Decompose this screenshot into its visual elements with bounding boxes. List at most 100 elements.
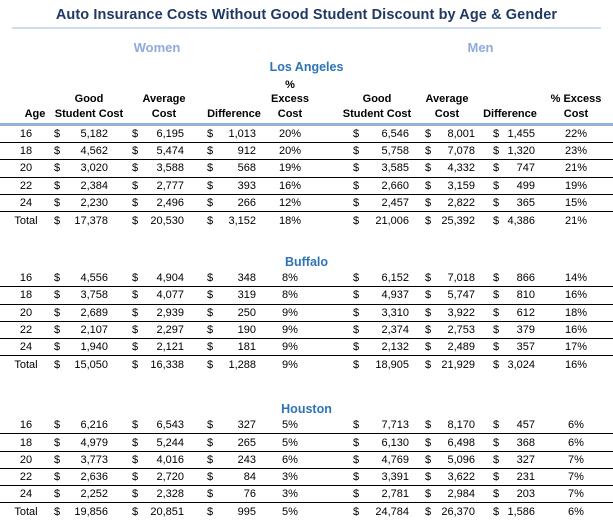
women-difference-cell: $265 bbox=[202, 437, 266, 449]
women-difference-cell: $393 bbox=[202, 180, 266, 192]
women-good-student-cost-cell-value: 3,758 bbox=[80, 289, 108, 302]
currency-symbol: $ bbox=[353, 340, 360, 353]
women-good-student-cost-cell: $2,689 bbox=[52, 307, 126, 319]
women-difference-cell-value: 1,288 bbox=[228, 358, 256, 371]
currency-symbol: $ bbox=[207, 419, 214, 432]
women-average-cost-cell-value: 5,244 bbox=[156, 436, 184, 449]
women-good-student-cost-cell: $4,556 bbox=[52, 272, 126, 284]
currency-symbol: $ bbox=[132, 340, 139, 353]
currency-symbol: $ bbox=[54, 289, 61, 302]
men-average-cost-cell-value: 3,922 bbox=[447, 306, 475, 319]
currency-symbol: $ bbox=[425, 306, 432, 319]
women-difference-cell: $319 bbox=[202, 289, 266, 301]
table-row: 22 $2,636 $2,720 $84 3% $3,391 $3,622 $231 7% bbox=[0, 469, 613, 486]
currency-symbol: $ bbox=[132, 214, 139, 227]
men-excess-cost-cell: 7% bbox=[568, 470, 584, 483]
men-good-student-cost-cell-value: 4,769 bbox=[381, 453, 409, 466]
women-difference-cell: $912 bbox=[202, 145, 266, 157]
women-average-cost-cell: $4,904 bbox=[126, 272, 202, 284]
women-difference-cell-value: 995 bbox=[237, 505, 256, 518]
currency-symbol: $ bbox=[353, 179, 360, 192]
men-excess-cost-cell: 16% bbox=[564, 289, 588, 302]
men-difference-cell: $365 bbox=[481, 197, 539, 209]
men-difference-cell-value: 1,455 bbox=[507, 128, 535, 141]
currency-symbol: $ bbox=[353, 323, 360, 336]
women-good-student-cost-cell: $4,562 bbox=[52, 145, 126, 157]
women-good-student-cost-cell-value: 4,556 bbox=[80, 272, 108, 285]
women-difference-cell: $181 bbox=[202, 341, 266, 353]
gender-header-row: Women Men bbox=[0, 40, 613, 55]
women-average-cost-cell-value: 3,588 bbox=[156, 162, 184, 175]
men-excess-cost-cell: 18% bbox=[564, 306, 588, 319]
currency-symbol: $ bbox=[132, 128, 139, 141]
men-average-cost-cell: $25,392 bbox=[413, 215, 481, 227]
women-difference-cell: $1,288 bbox=[202, 359, 266, 371]
age-cell: 18 bbox=[19, 289, 33, 302]
age-cell: Total bbox=[14, 358, 38, 371]
currency-symbol: $ bbox=[353, 470, 360, 483]
table-row: 16 $6,216 $6,543 $327 5% $7,713 $8,170 $457 6% bbox=[0, 417, 613, 435]
city-section: Houston 16 $6,216 $6,543 $327 5% $7,713 $8,170 $… bbox=[0, 401, 613, 520]
men-excess-cost-cell: 7% bbox=[568, 453, 584, 466]
women-average-cost-cell: $6,543 bbox=[126, 419, 202, 431]
men-good-student-cost-cell: $21,006 bbox=[341, 215, 413, 227]
column-header-women-average: Average Cost bbox=[126, 92, 202, 123]
age-cell: 16 bbox=[19, 419, 33, 432]
women-difference-cell: $266 bbox=[202, 197, 266, 209]
men-good-student-cost-cell-value: 2,132 bbox=[381, 340, 409, 353]
men-good-student-cost-cell: $4,769 bbox=[341, 454, 413, 466]
currency-symbol: $ bbox=[54, 340, 61, 353]
men-difference-cell: $1,455 bbox=[481, 128, 539, 140]
men-average-cost-cell-value: 4,332 bbox=[447, 162, 475, 175]
column-header-men-good-student-line1: Good bbox=[362, 93, 392, 106]
currency-symbol: $ bbox=[353, 145, 360, 158]
currency-symbol: $ bbox=[425, 196, 432, 209]
women-excess-cost-cell: 20% bbox=[278, 128, 302, 141]
men-difference-cell: $3,024 bbox=[481, 359, 539, 371]
table-row: 18 $4,979 $5,244 $265 5% $6,130 $6,498 $368 6% bbox=[0, 434, 613, 452]
currency-symbol: $ bbox=[54, 488, 61, 501]
women-good-student-cost-cell-value: 4,562 bbox=[80, 145, 108, 158]
women-good-student-cost-cell: $4,979 bbox=[52, 437, 126, 449]
currency-symbol: $ bbox=[493, 306, 500, 319]
total-row: Total $17,378 $20,530 $3,152 18% $21,006 $25,3… bbox=[0, 212, 613, 229]
women-average-cost-cell: $4,077 bbox=[126, 289, 202, 301]
men-average-cost-cell-value: 8,001 bbox=[447, 128, 475, 141]
city-heading: Buffalo bbox=[284, 255, 329, 270]
women-good-student-cost-cell-value: 15,050 bbox=[74, 358, 108, 371]
men-difference-cell: $368 bbox=[481, 437, 539, 449]
women-good-student-cost-cell-value: 2,384 bbox=[80, 179, 108, 192]
women-excess-cost-cell: 16% bbox=[278, 179, 302, 192]
currency-symbol: $ bbox=[207, 306, 214, 319]
men-average-cost-cell: $8,170 bbox=[413, 419, 481, 431]
age-cell: 20 bbox=[19, 453, 33, 466]
men-good-student-cost-cell-value: 4,937 bbox=[381, 289, 409, 302]
currency-symbol: $ bbox=[207, 505, 214, 518]
currency-symbol: $ bbox=[425, 505, 432, 518]
men-good-student-cost-cell: $2,374 bbox=[341, 324, 413, 336]
women-average-cost-cell: $2,777 bbox=[126, 180, 202, 192]
women-average-cost-cell: $2,720 bbox=[126, 471, 202, 483]
men-average-cost-cell: $3,922 bbox=[413, 307, 481, 319]
women-excess-cost-cell: 12% bbox=[278, 196, 302, 209]
men-good-student-cost-cell-value: 2,781 bbox=[381, 488, 409, 501]
age-cell: Total bbox=[14, 214, 38, 227]
men-average-cost-cell-value: 7,078 bbox=[447, 145, 475, 158]
women-good-student-cost-cell-value: 2,107 bbox=[80, 323, 108, 336]
currency-symbol: $ bbox=[493, 214, 500, 227]
women-good-student-cost-cell: $5,182 bbox=[52, 128, 126, 140]
currency-symbol: $ bbox=[425, 128, 432, 141]
men-good-student-cost-cell-value: 24,784 bbox=[375, 505, 409, 518]
men-good-student-cost-cell: $7,713 bbox=[341, 419, 413, 431]
total-row: Total $15,050 $16,338 $1,288 9% $18,905 $21,92… bbox=[0, 356, 613, 373]
men-group-label: Men bbox=[467, 40, 494, 55]
women-average-cost-cell: $20,530 bbox=[126, 215, 202, 227]
women-good-student-cost-cell: $19,856 bbox=[52, 506, 126, 518]
men-average-cost-cell: $2,489 bbox=[413, 341, 481, 353]
men-average-cost-cell-value: 5,096 bbox=[447, 453, 475, 466]
men-difference-cell-value: 368 bbox=[516, 436, 535, 449]
currency-symbol: $ bbox=[132, 306, 139, 319]
women-excess-cost-cell: 5% bbox=[282, 505, 298, 518]
column-header-women-difference: Difference bbox=[207, 107, 261, 120]
